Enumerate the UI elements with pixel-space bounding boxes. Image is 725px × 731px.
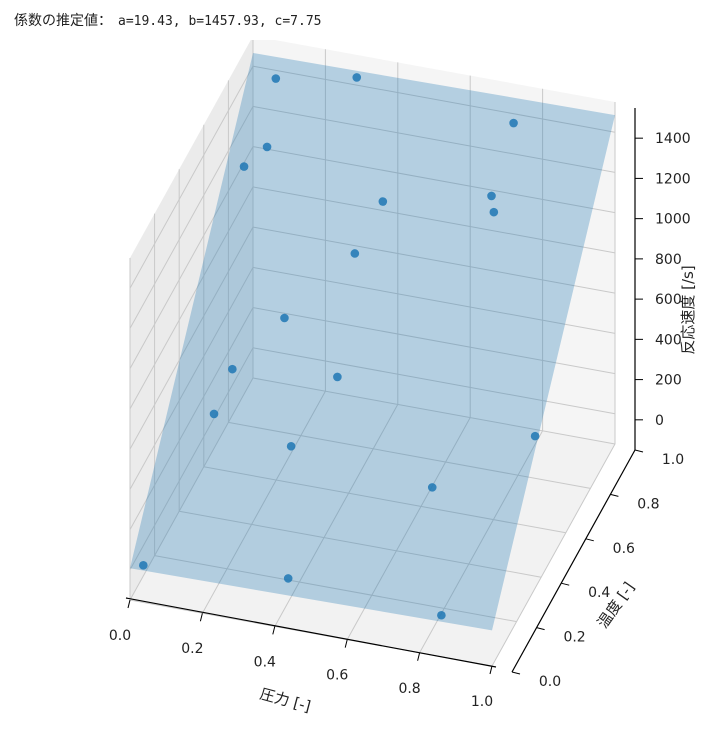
x-tick-mark bbox=[199, 613, 203, 622]
x-axis-line bbox=[125, 597, 497, 668]
data-point bbox=[228, 364, 237, 374]
x-tick-label: 0.6 bbox=[326, 668, 348, 684]
y-tick-mark bbox=[536, 627, 545, 631]
z-grid-line bbox=[129, 307, 616, 530]
data-points bbox=[139, 73, 540, 620]
data-point bbox=[487, 191, 496, 201]
y-grid-floor-line bbox=[203, 466, 566, 534]
y-grid-floor-line bbox=[179, 510, 542, 578]
data-point bbox=[239, 162, 249, 171]
y-grid-floor-line bbox=[252, 377, 616, 445]
z-tick-label: 600 bbox=[655, 292, 682, 308]
coefficient-values: a=19.43, b=1457.93, c=7.75 bbox=[118, 14, 322, 29]
y-tick-label: 0.8 bbox=[637, 496, 659, 512]
z-tick-label: 1400 bbox=[655, 131, 691, 147]
y-tick-mark bbox=[511, 671, 521, 675]
z-grid-line bbox=[129, 105, 616, 329]
axis-panes bbox=[130, 40, 615, 666]
floor-pane bbox=[130, 378, 615, 666]
data-point bbox=[283, 574, 293, 583]
y-grid-floor-line bbox=[154, 555, 517, 623]
z-tick-label: 800 bbox=[655, 252, 682, 268]
z-tick-label: 1000 bbox=[655, 212, 691, 228]
y-tick-mark bbox=[561, 582, 570, 586]
y-tick-label: 1.0 bbox=[662, 452, 684, 468]
y-grid-floor-line bbox=[228, 421, 591, 489]
data-point bbox=[286, 441, 296, 451]
axis-lines bbox=[125, 108, 636, 673]
data-point bbox=[437, 610, 446, 620]
data-point bbox=[139, 561, 148, 570]
z-grid-line bbox=[129, 347, 616, 571]
data-point bbox=[271, 74, 281, 83]
back-pane bbox=[253, 40, 615, 444]
data-point bbox=[530, 431, 540, 441]
z-grid-line bbox=[129, 266, 616, 490]
data-point bbox=[333, 372, 342, 382]
x-tick-mark bbox=[489, 665, 493, 675]
y-tick-mark bbox=[610, 493, 619, 497]
z-tick-label: 1200 bbox=[655, 171, 691, 187]
data-point bbox=[280, 313, 289, 323]
data-point bbox=[378, 197, 388, 206]
3d-scatter-plot: 0.0 0.2 0.4 0.6 0.8 1.0 0.0 0.2 0.4 0.6 0.8 1.0 0 200… bbox=[109, 40, 697, 716]
z-grid-line bbox=[129, 146, 616, 369]
x-tick-label: 1.0 bbox=[471, 694, 493, 710]
z-axis-label: 反応速度 [/s] bbox=[679, 265, 697, 354]
coefficient-readout: 係数の推定値： a=19.43, b=1457.93, c=7.75 bbox=[14, 10, 322, 32]
z-tick-label: 400 bbox=[655, 332, 682, 348]
left-pane bbox=[130, 40, 253, 600]
z-tick-label: 0 bbox=[655, 413, 664, 429]
grid-lines bbox=[129, 40, 616, 667]
x-axis-label: 圧力 [-] bbox=[258, 685, 313, 716]
y-axis-line bbox=[511, 449, 636, 673]
data-point bbox=[489, 207, 499, 217]
z-grid-line bbox=[129, 186, 616, 410]
data-point bbox=[262, 142, 272, 152]
y-tick-mark bbox=[585, 538, 594, 542]
x-tick-mark bbox=[417, 652, 421, 661]
y-tick-label: 0.2 bbox=[563, 630, 585, 646]
x-tick-mark bbox=[127, 599, 131, 609]
data-point bbox=[509, 118, 518, 128]
z-grid-line bbox=[129, 226, 616, 450]
data-point bbox=[350, 249, 360, 258]
data-point bbox=[209, 409, 219, 419]
x-tick-mark bbox=[272, 626, 276, 635]
x-tick-label: 0.4 bbox=[254, 654, 276, 670]
z-grid-line bbox=[129, 65, 616, 289]
z-tick-label: 200 bbox=[655, 373, 682, 389]
y-tick-label: 0.0 bbox=[539, 674, 561, 690]
y-tick-label: 0.6 bbox=[613, 541, 635, 557]
x-tick-label: 0.2 bbox=[181, 641, 203, 657]
y-tick-mark bbox=[634, 449, 644, 453]
data-point bbox=[352, 73, 362, 82]
x-tick-mark bbox=[344, 639, 348, 648]
x-tick-label: 0.0 bbox=[109, 628, 131, 644]
y-tick-label: 0.4 bbox=[588, 585, 610, 601]
x-tick-label: 0.8 bbox=[398, 681, 420, 697]
tick-labels: 0.0 0.2 0.4 0.6 0.8 1.0 0.0 0.2 0.4 0.6 0.8 1.0 0 200… bbox=[109, 131, 691, 710]
data-point bbox=[427, 483, 437, 492]
coefficient-label: 係数の推定値： bbox=[14, 13, 112, 29]
